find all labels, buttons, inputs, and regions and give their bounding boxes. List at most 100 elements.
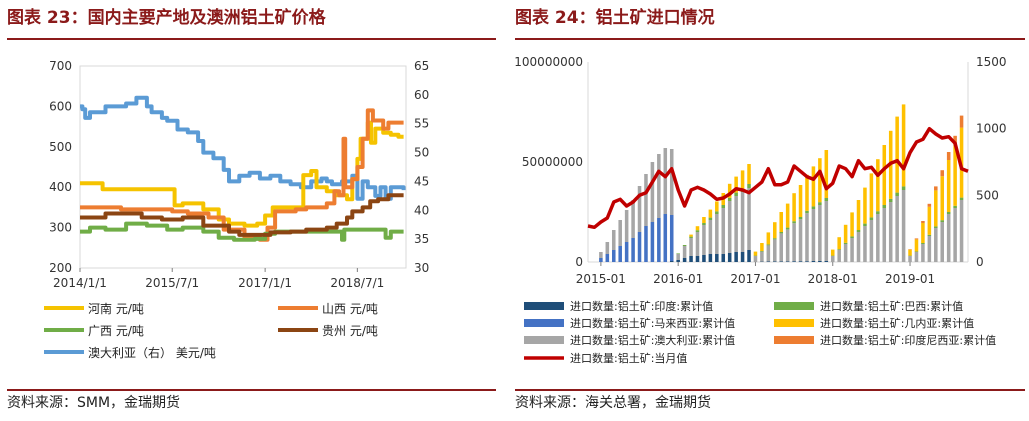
x-tick-label: 2019-01 [885, 272, 935, 286]
stacked-bar-segment [921, 221, 925, 223]
monthly-import-line [587, 126, 969, 230]
stacked-bar-segment [953, 205, 957, 208]
stacked-bar-segment [805, 213, 809, 262]
stacked-bar-segment [747, 164, 751, 184]
stacked-bar-segment [734, 252, 738, 262]
stacked-bar-segment [895, 196, 899, 262]
line-y-tick-label: 1500 [976, 55, 1007, 69]
stacked-bar-segment [773, 238, 777, 240]
stacked-bar-segment [837, 237, 841, 250]
stacked-bar-segment [779, 261, 783, 262]
stacked-bar-segment [779, 232, 783, 234]
x-tick-label: 2018-01 [808, 272, 858, 286]
stacked-bar-segment [657, 154, 661, 218]
stacked-bar-segment [837, 249, 841, 250]
stacked-bar-segment [760, 251, 764, 252]
stacked-bar-segment [618, 220, 622, 246]
legend-label: 贵州 元/吨 [322, 324, 378, 338]
stacked-bar-segment [702, 225, 706, 255]
stacked-bar-segment [856, 200, 861, 230]
stacked-bar-segment [792, 193, 796, 222]
stacked-bar-segment [959, 115, 964, 128]
stacked-bar-segment [611, 230, 616, 250]
stacked-bar-segment [869, 217, 874, 220]
stacked-bar-segment [850, 238, 854, 262]
stacked-bar-segment [669, 215, 674, 261]
series-line-3 [80, 193, 404, 237]
stacked-bar-segment [785, 227, 790, 230]
stacked-bar-segment [727, 201, 732, 253]
stacked-bar-segment [669, 261, 674, 262]
stacked-bar-segment [676, 254, 680, 260]
x-tick-label: 2015-01 [576, 272, 626, 286]
stacked-bar-segment [921, 223, 925, 243]
stacked-bar-segment [682, 258, 687, 262]
stacked-bar-segment [882, 205, 887, 208]
stacked-bar-segment [779, 233, 783, 262]
legend-label: 广西 元/吨 [88, 324, 144, 338]
stacked-bar-segment [611, 250, 616, 262]
stacked-bar-segment [637, 186, 642, 232]
stacked-bar-segment [934, 190, 938, 227]
x-tick-label: 2016-01 [653, 272, 703, 286]
stacked-bar-segment [805, 174, 809, 211]
stacked-bar-segment [747, 188, 751, 250]
stacked-bar-segment [953, 135, 957, 146]
stacked-bar-segment [914, 251, 919, 252]
stacked-bar-segment [843, 244, 848, 262]
stacked-bar-segment [940, 222, 945, 262]
stacked-bar-segment [605, 254, 610, 262]
right-y-tick-label: 40 [414, 203, 429, 217]
stacked-bar-segment [785, 261, 790, 262]
stacked-bar-segment [734, 192, 738, 196]
stacked-bar-segment [695, 256, 700, 262]
stacked-bar-segment [888, 198, 893, 202]
stacked-bar-segment [785, 229, 790, 262]
right-title-rule [515, 38, 1025, 40]
stacked-bar-segment [940, 170, 945, 177]
stacked-bar-segment [689, 234, 693, 237]
left-y-tick-label: 300 [49, 221, 72, 235]
stacked-bar-segment [766, 261, 771, 262]
right-y-tick-label: 35 [414, 232, 429, 246]
stacked-bar-segment [657, 218, 661, 262]
legend-label: 进口数量:铝土矿:巴西:累计值 [820, 299, 963, 313]
stacked-bar-segment [766, 244, 771, 246]
stacked-bar-segment [934, 226, 938, 228]
stacked-bar-segment [708, 217, 713, 220]
stacked-bar-segment [882, 145, 887, 205]
left-y-tick-label: 400 [49, 180, 72, 194]
stacked-bar-segment [599, 252, 603, 258]
right-y-tick-label: 30 [414, 261, 429, 275]
right-y-tick-label: 60 [414, 88, 429, 102]
x-tick-label: 2014/1/1 [53, 276, 107, 290]
stacked-bar-segment [927, 234, 932, 236]
right-chart: 0 50000000 100000000 0 500 1000 1500 2015-01 201… [514, 55, 1006, 365]
stacked-bar-segment [740, 170, 745, 189]
series-line-4 [80, 95, 406, 201]
x-tick-label: 2017/1/1 [238, 276, 292, 290]
stacked-bar-segment [876, 214, 880, 262]
stacked-bar-segment [760, 251, 764, 262]
stacked-bar-segment [702, 223, 706, 225]
bar-y-tick-label: 50000000 [522, 155, 583, 169]
stacked-bar-segment [843, 224, 848, 243]
stacked-bar-segment [605, 242, 610, 254]
stacked-bar-segment [631, 238, 635, 262]
stacked-bar-segment [934, 186, 938, 191]
legend-label: 进口数量:铝土矿:澳大利亚:累计值 [570, 333, 735, 347]
stacked-bar-segment [773, 239, 777, 262]
stacked-bar-segment [946, 160, 951, 212]
stacked-bar-segment [895, 116, 899, 193]
stacked-bar-segment [908, 249, 912, 256]
legend-label: 进口数量:铝土矿:印度:累计值 [570, 299, 713, 313]
stacked-bar-segment [734, 176, 738, 193]
series-line-1 [80, 108, 404, 242]
stacked-bar-segment [721, 205, 726, 208]
legend-label: 进口数量:铝土矿:几内亚:累计值 [820, 316, 974, 330]
stacked-bar-segment [624, 242, 629, 262]
right-source-note: 资料来源：海关总署，金瑞期货 [515, 395, 711, 411]
left-figure-title: 图表 23：国内主要产地及澳洲铝土矿价格 [7, 8, 326, 28]
stacked-bar-segment [843, 242, 848, 244]
